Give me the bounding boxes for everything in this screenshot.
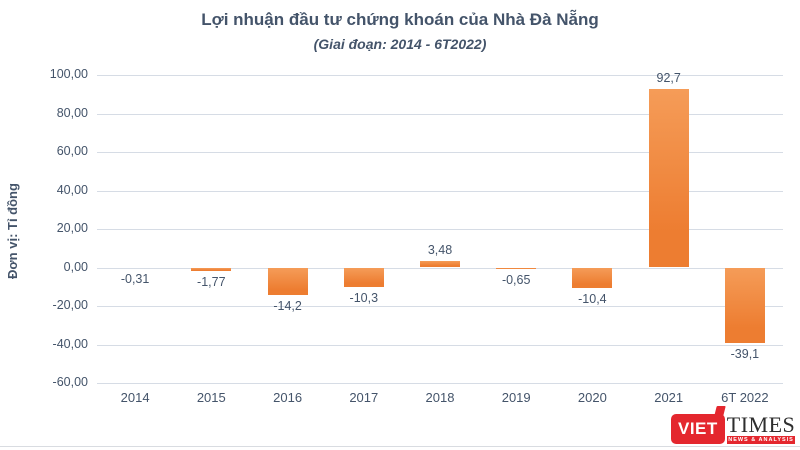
bar-value-label: -1,77 <box>197 274 226 289</box>
bar-value-label: 3,48 <box>427 242 453 257</box>
bottom-divider <box>0 446 800 447</box>
bar-2016 <box>267 267 308 295</box>
x-axis-label: 2018 <box>425 390 455 405</box>
y-axis-tick-label: -40,00 <box>52 336 88 351</box>
gridline <box>97 344 783 346</box>
gridline <box>97 383 783 384</box>
y-axis-tick-label: 20,00 <box>56 221 88 235</box>
x-axis-label: 2020 <box>577 390 607 405</box>
bar-2014 <box>115 267 156 269</box>
bar-2021 <box>648 89 689 268</box>
gridline <box>97 152 783 153</box>
bar-2015 <box>191 267 232 271</box>
y-axis-tick-label: 40,00 <box>56 182 88 197</box>
bar-2020 <box>572 267 613 288</box>
bar-value-label: 92,7 <box>656 71 681 86</box>
chart-subtitle: (Giai đoạn: 2014 - 6T2022) <box>313 36 487 52</box>
bar-value-label: -0,65 <box>501 272 531 287</box>
bar-value-label: -0,31 <box>120 272 150 287</box>
y-axis-tick-label: 100,00 <box>49 67 88 81</box>
chart-title: Lợi nhuận đầu tư chứng khoán của Nhà Đà … <box>201 10 599 29</box>
gridline <box>97 267 783 269</box>
gridline <box>97 229 783 230</box>
x-axis-label: 2019 <box>501 390 531 405</box>
gridline <box>97 306 783 307</box>
logo-times-text: TIMES <box>726 412 796 437</box>
bar-6T 2022 <box>724 267 765 343</box>
gridline <box>97 113 783 115</box>
viettimes-logo: VIET TIMES NEWS & ANALYSIS <box>671 406 796 446</box>
bar-value-label: -39,1 <box>730 346 760 361</box>
x-axis-label: 2017 <box>349 390 379 405</box>
x-axis-label: 2016 <box>273 390 303 405</box>
bar-2018 <box>420 260 460 268</box>
y-axis-tick-label: -20,00 <box>52 298 88 312</box>
x-axis-label: 2014 <box>120 390 150 405</box>
bar-2019 <box>496 267 537 269</box>
bar-value-label: -10,4 <box>578 291 607 306</box>
bar-value-label: -10,3 <box>349 291 379 306</box>
y-axis-tick-label: -60,00 <box>52 375 88 389</box>
gridline <box>97 75 783 76</box>
plot-area: -0,31 -1,77 -14,2 -10,3 3,48 -0,65 -10,4 92,7 -3… <box>97 71 783 384</box>
x-axis-label: 6T 2022 <box>721 390 769 405</box>
x-axis-label: 2021 <box>654 390 684 405</box>
bar-2017 <box>343 267 384 288</box>
logo-tagline: NEWS & ANALYSIS <box>726 436 796 444</box>
x-axis-label: 2015 <box>196 390 226 405</box>
bar-value-label: -14,2 <box>273 298 302 313</box>
y-axis-tick-label: 60,00 <box>56 144 88 158</box>
y-axis-tick-label: 0,00 <box>63 259 88 274</box>
logo-viet-box: VIET <box>671 414 725 444</box>
gridline <box>97 190 783 192</box>
y-axis-tick-label: 80,00 <box>56 105 88 120</box>
